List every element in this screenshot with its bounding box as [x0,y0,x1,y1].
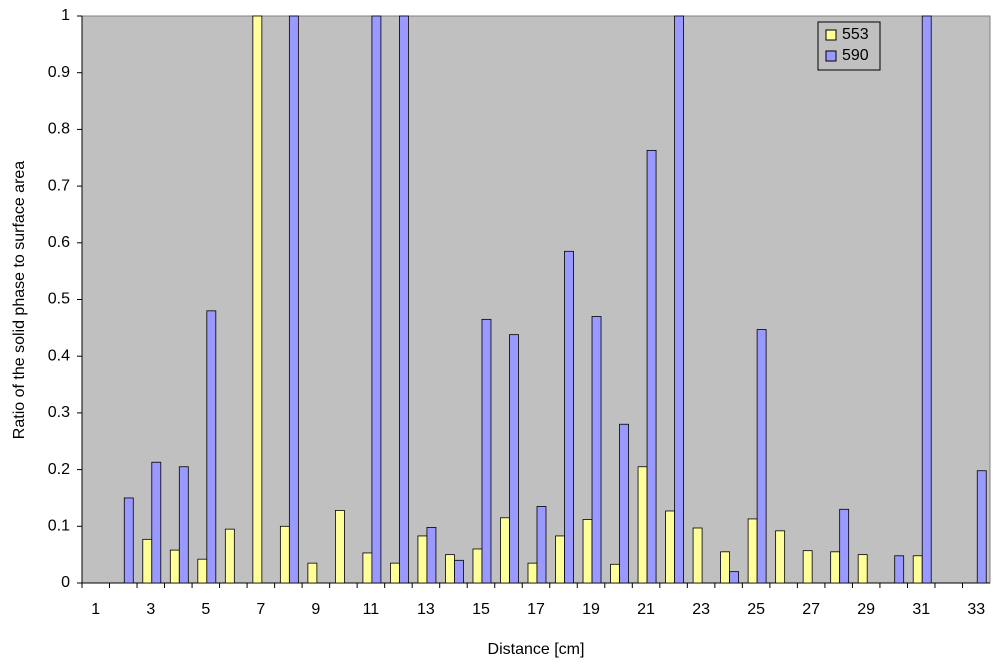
bar [830,551,841,584]
bar [481,318,492,584]
bar [399,15,409,584]
bar [555,535,565,584]
legend-swatch [825,50,837,62]
bar [279,525,290,584]
bar [417,535,428,584]
legend-label: 590 [842,47,869,64]
y-tick-label: 0.7 [48,177,70,194]
bar [178,466,189,584]
bar [729,571,740,584]
bar [197,558,208,584]
x-tick-label: 23 [692,601,710,618]
x-tick-label: 7 [256,601,265,618]
bar [646,149,657,584]
x-tick-label: 21 [637,601,655,618]
x-tick-label: 15 [472,601,490,618]
x-tick-label: 3 [146,601,155,618]
x-tick-label: 19 [582,601,600,618]
y-tick-label: 0.5 [48,291,70,308]
y-tick-label: 0.2 [48,461,70,478]
bar [912,555,923,584]
x-tick-label: 31 [912,601,930,618]
x-tick-label: 11 [363,601,380,618]
y-tick-label: 0.6 [48,234,70,251]
bar [894,555,905,584]
x-tick-label: 27 [802,601,820,618]
bar [582,519,593,584]
bar [445,554,455,584]
x-tick-label: 17 [527,601,545,618]
x-axis-label: Distance [cm] [488,641,585,658]
bar [536,506,547,584]
bar [390,562,400,584]
bar [839,508,850,584]
bar [756,329,767,584]
y-tick-label: 0 [61,574,70,591]
bar [674,15,684,584]
bar [720,551,731,584]
bar [334,510,345,584]
bar [288,15,299,584]
bar [426,527,437,584]
bar [454,559,464,584]
bar [610,563,620,584]
x-tick-label: 9 [311,601,320,618]
bar [151,461,162,584]
bar [564,250,574,584]
x-tick-label: 29 [857,601,875,618]
bar [362,552,373,584]
y-tick-label: 0.1 [48,518,70,535]
bar [224,528,235,584]
bar [169,549,180,584]
bar [500,517,510,584]
bar [747,518,758,584]
bar [527,562,538,584]
x-tick-label: 5 [201,601,210,618]
bar [591,316,602,584]
bar [976,470,987,584]
x-tick-label: 33 [967,601,985,618]
x-tick-label: 25 [747,601,765,618]
bar [252,15,263,584]
legend-swatch [825,29,837,41]
bar [921,15,932,584]
bar [123,497,134,584]
bar [142,538,153,584]
x-tick-label: 13 [417,601,435,618]
x-tick-label: 1 [91,601,100,618]
bar [775,530,786,584]
bar [371,15,382,584]
plot-area [81,15,991,584]
bar [802,550,813,584]
y-tick-label: 0.9 [48,64,70,81]
y-tick-label: 0.8 [48,121,70,138]
bar [206,310,217,584]
y-tick-label: 0.3 [48,404,70,421]
y-axis-label: Ratio of the solid phase to surface area [11,161,28,439]
bar [665,510,675,584]
bar [619,423,629,584]
y-tick-label: 1 [61,7,70,24]
legend-label: 553 [842,26,869,43]
bar [637,466,648,584]
bar [472,548,483,584]
bar [307,562,318,584]
y-tick-label: 0.4 [48,347,70,364]
bar [692,527,703,584]
bar [509,334,519,584]
bar [857,554,868,584]
